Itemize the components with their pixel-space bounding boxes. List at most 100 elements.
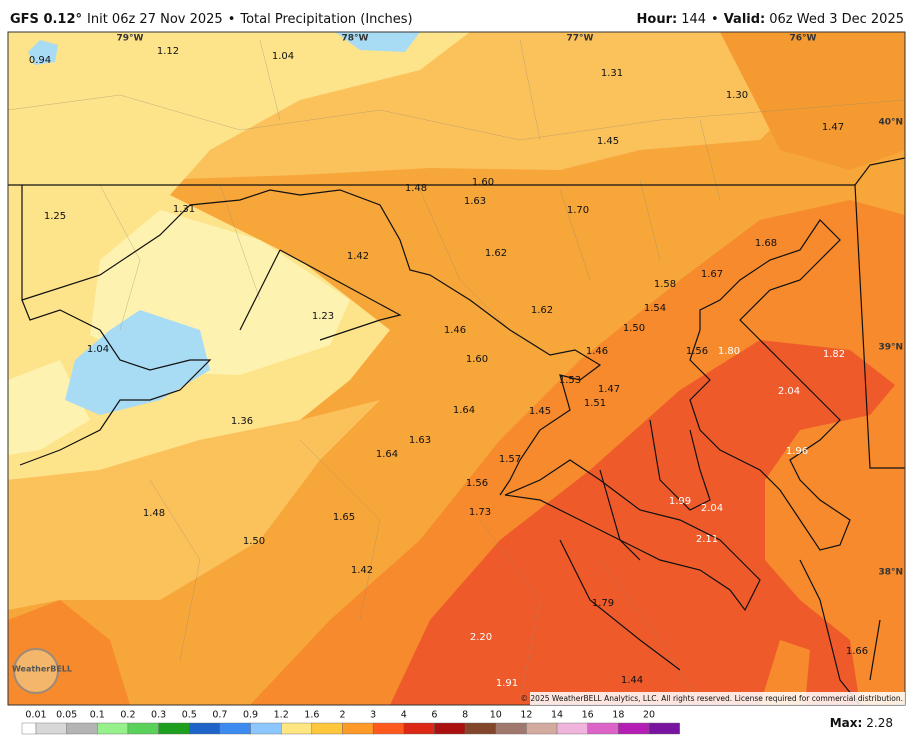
legend-swatch [464,722,496,735]
precip-value: 2.04 [701,503,723,514]
legend-label: 0.9 [243,710,258,721]
precip-value: 1.56 [686,346,708,357]
map-frame [7,31,906,706]
precip-value: 1.45 [597,136,619,147]
precip-value: 1.36 [231,416,253,427]
legend-label: 0.3 [151,710,166,721]
legend-label: 12 [520,710,532,721]
precip-value: 1.79 [592,598,614,609]
precip-value: 1.04 [87,344,109,355]
precip-value: 1.70 [567,205,589,216]
precip-value: 1.54 [644,303,666,314]
legend-swatch [587,722,619,735]
precip-value: 1.99 [669,496,691,507]
precip-value: 1.68 [755,238,777,249]
separator: • [228,12,236,27]
precip-value: 1.63 [464,196,486,207]
coordinate-label: 76°W [790,34,817,44]
precip-value: 1.65 [333,512,355,523]
precip-value: 1.42 [347,251,369,262]
legend-label: 1.6 [304,710,319,721]
precip-value: 1.46 [444,325,466,336]
precip-value: 1.25 [44,211,66,222]
legend-swatch [97,722,129,735]
legend-swatch [35,722,67,735]
precip-value: 2.11 [696,534,718,545]
legend-swatch [618,722,650,735]
map [8,32,905,705]
legend-label: 0.2 [120,710,135,721]
precip-value: 1.12 [157,46,179,57]
legend-label: 1.2 [274,710,289,721]
legend-swatch [556,722,588,735]
legend-swatch [434,722,466,735]
legend-label: 0.1 [90,710,105,721]
legend-swatch [219,722,251,735]
legend-label: 20 [643,710,655,721]
precip-value: 1.60 [466,354,488,365]
legend-label: 0.01 [25,710,46,721]
precip-value: 1.53 [559,375,581,386]
precip-value: 1.60 [472,177,494,188]
copyright: © 2025 WeatherBELL Analytics, LLC. All r… [521,694,903,703]
logo: WeatherBELL [12,648,72,694]
product: Total Precipitation (Inches) [239,12,412,27]
precip-value: 1.64 [453,405,475,416]
coordinate-label: 79°W [117,34,144,44]
coordinate-label: 39°N [878,343,903,353]
precip-value: 1.62 [485,248,507,259]
precip-value: 1.56 [466,478,488,489]
legend-label: 0.7 [212,710,227,721]
valid-label: Valid: [724,12,766,27]
legend-swatch [189,722,221,735]
legend-label: 4 [401,710,407,721]
legend-swatch [342,722,374,735]
legend-swatch [648,722,680,735]
precip-value: 1.31 [601,68,623,79]
legend-swatch [526,722,558,735]
precip-value: 1.47 [598,384,620,395]
legend-label: 2 [339,710,345,721]
legend-label: 0.05 [56,710,77,721]
legend-label: 3 [370,710,376,721]
legend-swatch [372,722,404,735]
precip-value: 1.30 [726,90,748,101]
precip-value: 1.48 [405,183,427,194]
max: Max: 2.28 [830,716,893,730]
max-label: Max: [830,716,863,730]
precip-value: 1.31 [173,204,195,215]
legend-swatch [281,722,313,735]
legend-label: 8 [462,710,468,721]
legend-label: 16 [582,710,594,721]
precip-value: 1.46 [586,346,608,357]
precip-value: 1.64 [376,449,398,460]
legend-swatch [250,722,282,735]
hour: 144 [681,12,706,27]
precip-value: 1.45 [529,406,551,417]
precip-value: 0.94 [29,55,51,66]
legend-swatch [311,722,343,735]
coordinate-label: 38°N [878,568,903,578]
logo-text: WeatherBELL [12,665,72,674]
max-value: 2.28 [866,716,893,730]
legend-swatch [127,722,159,735]
legend-swatch [495,722,527,735]
precip-value: 1.57 [499,454,521,465]
legend-label: 18 [612,710,624,721]
precip-value: 2.20 [470,632,492,643]
precip-value: 2.04 [778,386,800,397]
precip-value: 1.42 [351,565,373,576]
precip-value: 1.73 [469,507,491,518]
precip-value: 1.47 [822,122,844,133]
precip-value: 1.44 [621,675,643,686]
precip-value: 1.48 [143,508,165,519]
precip-value: 1.67 [701,269,723,280]
legend-swatch [158,722,190,735]
header-right: Hour: 144 • Valid: 06z Wed 3 Dec 2025 [637,12,904,27]
valid: 06z Wed 3 Dec 2025 [769,12,904,27]
coordinate-label: 77°W [567,34,594,44]
legend-label: 0.5 [182,710,197,721]
precip-value: 1.80 [718,346,740,357]
init: Init 06z 27 Nov 2025 [87,12,223,27]
